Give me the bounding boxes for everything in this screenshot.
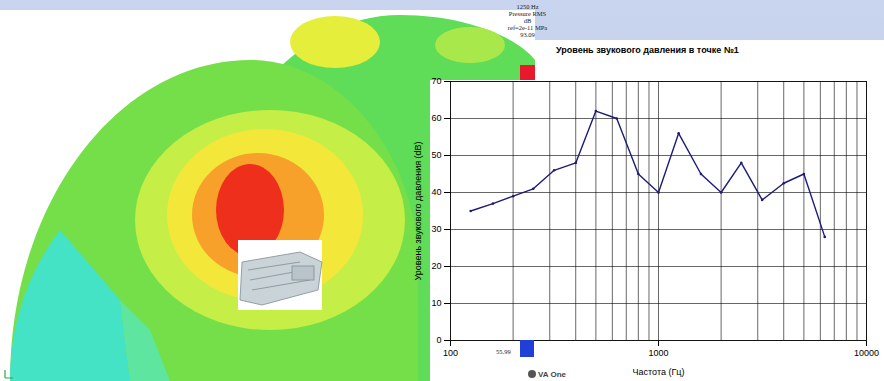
svg-text:30: 30 (431, 224, 441, 234)
html-text:ref=2e-11 MPa: ref=2e-11 MPa (507, 24, 548, 31)
svg-text:10000: 10000 (854, 348, 879, 358)
svg-text:40: 40 (431, 187, 441, 197)
svg-text:1000: 1000 (648, 348, 668, 358)
html-text:Pressure RMS: Pressure RMS (508, 10, 547, 17)
svg-text:60: 60 (431, 113, 441, 123)
svg-text:0: 0 (436, 335, 441, 345)
html-text:VA One: VA One (538, 370, 566, 379)
svg-text:Уровень звукового давления (dB: Уровень звукового давления (dB) (413, 141, 423, 280)
svg-text:100: 100 (443, 348, 458, 358)
svg-text:Частота (Гц): Частота (Гц) (633, 367, 685, 377)
html-text:Уровень звукового давления в т: Уровень звукового давления в точке №1 (556, 45, 739, 55)
svg-text:10: 10 (431, 298, 441, 308)
html-text:dB: dB (523, 17, 532, 24)
html-text:1250 Hz: 1250 Hz (516, 3, 539, 10)
html-text:93.09: 93.09 (520, 31, 535, 38)
svg-text:50: 50 (431, 150, 441, 160)
html-text:55.99: 55.99 (496, 348, 511, 355)
svg-text:70: 70 (431, 76, 441, 86)
svg-text:20: 20 (431, 261, 441, 271)
